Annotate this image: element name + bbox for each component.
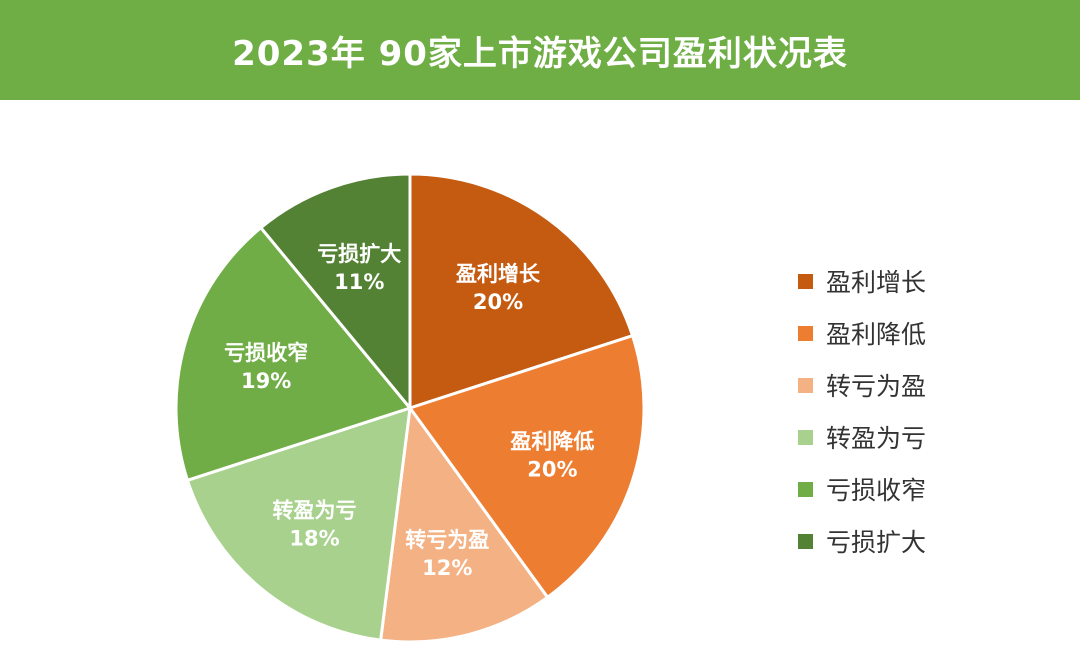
chart-header: 2023年 90家上市游戏公司盈利状况表 [0,0,1080,100]
legend-swatch [798,533,813,549]
legend-item: 盈利降低 [798,307,1068,359]
legend-label: 盈利降低 [826,320,927,349]
slice-label-value: 12% [422,556,472,580]
legend-swatch [798,429,813,445]
slice-label-name: 转亏为盈 [405,528,489,552]
pie-slice [259,172,412,410]
legend-item: 亏损扩大 [798,515,1068,567]
pie-slice [408,172,635,410]
legend-swatch [798,481,813,497]
pie-slice [185,406,412,642]
slice-label-name: 盈利增长 [455,262,541,286]
pie-slice [379,406,550,644]
slice-label-value: 20% [473,290,523,314]
legend-item: 亏损收窄 [798,463,1068,515]
legend-label: 亏损扩大 [826,528,927,557]
chart-legend: 盈利增长 盈利降低 转亏为盈 转盈为亏 亏损收窄 亏损扩大 [798,255,1068,567]
slice-label-value: 20% [527,457,577,481]
pie-slice [408,334,646,599]
legend-swatch [798,377,813,393]
slice-label-name: 转盈为亏 [273,498,357,522]
slice-label-name: 盈利降低 [509,429,594,453]
legend-label: 转亏为盈 [826,372,927,401]
slice-label-value: 18% [289,526,339,550]
slice-label-name: 亏损收窄 [224,341,308,365]
legend-label: 转盈为亏 [826,424,927,453]
pie-slice [174,226,412,482]
slice-label-name: 亏损扩大 [317,242,401,266]
slice-label-value: 11% [334,270,384,294]
legend-item: 盈利增长 [798,255,1068,307]
legend-label: 盈利增长 [826,268,927,297]
legend-swatch [798,325,813,341]
legend-swatch [798,273,813,289]
legend-item: 转盈为亏 [798,411,1068,463]
legend-label: 亏损收窄 [826,476,927,505]
chart-title: 2023年 90家上市游戏公司盈利状况表 [232,33,848,74]
legend-item: 转亏为盈 [798,359,1068,411]
slice-label-value: 19% [241,369,291,393]
